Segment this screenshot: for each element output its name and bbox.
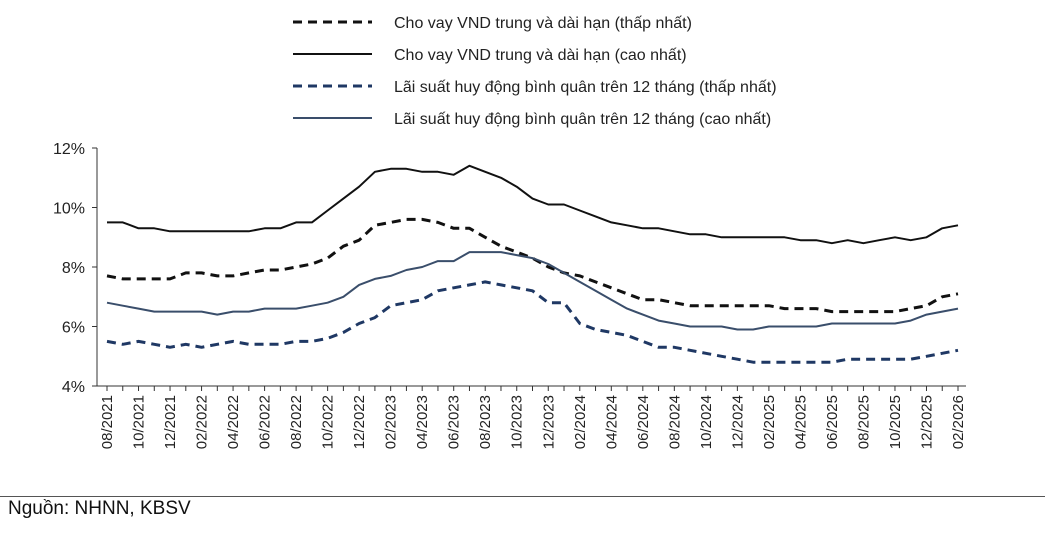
x-tick-label: 12/2025 — [918, 395, 935, 449]
y-tick-label: 12% — [53, 141, 85, 158]
series-line-3 — [106, 280, 959, 364]
x-tick-label: 10/2021 — [131, 395, 148, 449]
x-tick-label: 06/2024 — [635, 395, 652, 449]
x-tick-label: 10/2025 — [887, 395, 904, 449]
x-tick-label: 02/2024 — [572, 395, 589, 449]
x-tick-label: 04/2023 — [414, 395, 431, 449]
series-line-1 — [106, 217, 959, 314]
x-tick-label: 12/2022 — [351, 395, 368, 449]
source-note: Nguồn: NHNN, KBSV — [8, 498, 191, 519]
legend-label-4: Lãi suất huy động bình quân trên 12 thán… — [394, 111, 771, 128]
legend-label-1: Cho vay VND trung và dài hạn (thấp nhất) — [394, 15, 692, 32]
x-tick-label: 12/2021 — [162, 395, 179, 449]
x-tick-label: 10/2023 — [509, 395, 526, 449]
x-tick-label: 04/2022 — [225, 395, 242, 449]
x-tick-label: 06/2022 — [257, 395, 274, 449]
x-tick-label: 02/2022 — [194, 395, 211, 449]
y-tick-label: 10% — [53, 201, 85, 218]
x-tick-label: 08/2025 — [855, 395, 872, 449]
y-tick-label: 8% — [62, 260, 85, 277]
x-tick-label: 02/2025 — [761, 395, 778, 449]
x-tick-label: 04/2024 — [603, 395, 620, 449]
x-tick-label: 12/2024 — [729, 395, 746, 449]
legend-label-3: Lãi suất huy động bình quân trên 12 thán… — [394, 79, 777, 96]
x-tick-label: 10/2022 — [320, 395, 337, 449]
x-tick-label: 02/2026 — [950, 395, 967, 449]
legend-label-2: Cho vay VND trung và dài hạn (cao nhất) — [394, 47, 687, 64]
x-tick-label: 12/2023 — [540, 395, 557, 449]
y-tick-label: 4% — [62, 379, 85, 396]
series-line-2 — [107, 164, 959, 245]
x-tick-label: 06/2025 — [824, 395, 841, 449]
x-tick-label: 08/2022 — [288, 395, 305, 449]
x-tick-label: 10/2024 — [698, 395, 715, 449]
x-tick-label: 08/2024 — [666, 395, 683, 449]
x-tick-label: 06/2023 — [446, 395, 463, 449]
x-tick-label: 08/2023 — [477, 395, 494, 449]
series-line-4 — [106, 251, 959, 331]
x-tick-label: 04/2025 — [792, 395, 809, 449]
x-tick-label: 08/2021 — [99, 395, 116, 449]
line-chart: 4% 6% 8% 10% 12% 08/2021 10/2021 12/2021 02/2022… — [53, 15, 967, 449]
source-divider — [0, 496, 1045, 497]
x-tick-label: 02/2023 — [383, 395, 400, 449]
y-tick-label: 6% — [62, 320, 85, 337]
